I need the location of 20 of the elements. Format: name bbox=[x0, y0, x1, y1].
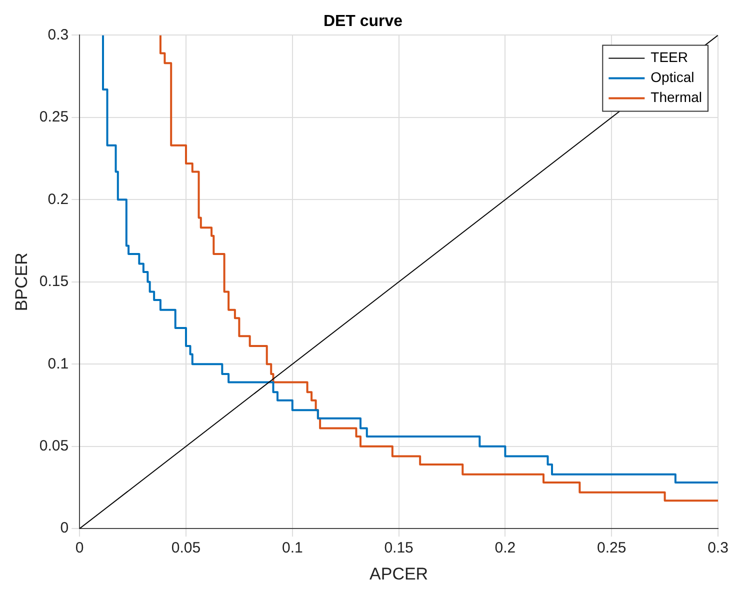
x-tick-label: 0.3 bbox=[708, 540, 728, 557]
x-tick-label: 0.1 bbox=[282, 540, 303, 557]
x-tick-label: 0.15 bbox=[384, 540, 414, 557]
chart-title: DET curve bbox=[323, 13, 403, 30]
x-tick-label: 0 bbox=[75, 540, 84, 557]
legend-label: Thermal bbox=[650, 89, 702, 106]
y-tick-label: 0 bbox=[60, 520, 69, 537]
x-axis-title: APCER bbox=[370, 564, 428, 584]
y-tick-label: 0.1 bbox=[48, 355, 69, 372]
y-tick-label: 0.05 bbox=[39, 438, 69, 455]
legend-label: TEER bbox=[650, 49, 688, 66]
y-tick-label: 0.15 bbox=[39, 273, 69, 290]
y-tick-label: 0.2 bbox=[48, 190, 69, 208]
y-tick-label: 0.25 bbox=[39, 108, 69, 126]
x-tick-label: 0.25 bbox=[596, 540, 626, 557]
legend-label: Optical bbox=[650, 69, 694, 86]
x-tick-label: 0.2 bbox=[494, 540, 516, 557]
y-axis-title: BPCER bbox=[12, 252, 31, 312]
y-tick-label: 0.3 bbox=[48, 26, 69, 44]
x-tick-label: 0.05 bbox=[171, 540, 201, 557]
